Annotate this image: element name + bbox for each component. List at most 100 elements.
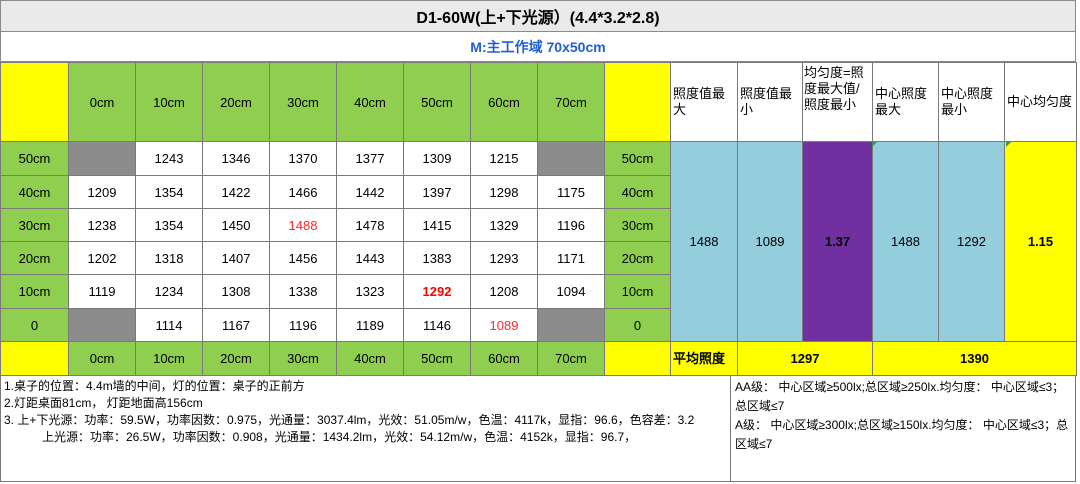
data-cell[interactable]: 1309	[403, 141, 471, 176]
data-cell[interactable]: 1146	[403, 308, 471, 342]
data-cell[interactable]: 1234	[135, 274, 203, 309]
data-cell[interactable]: 1094	[537, 274, 605, 309]
row-header-right[interactable]: 40cm	[604, 175, 671, 209]
data-cell[interactable]: 1323	[336, 274, 404, 309]
col-header[interactable]: 30cm	[269, 62, 337, 142]
notes-right[interactable]: AA级： 中心区域≥500lx;总区域≥250lx.均匀度： 中心区域≤3；总区…	[731, 376, 1076, 482]
data-cell[interactable]: 1202	[68, 241, 136, 275]
stat-header-center-min[interactable]: 中心照度最小	[938, 62, 1005, 142]
row-header-right[interactable]: 10cm	[604, 274, 671, 309]
data-cell-min-highlight[interactable]: 1089	[470, 308, 538, 342]
row-header[interactable]: 0	[0, 308, 69, 342]
stat-header-uniformity[interactable]: 均匀度=照度最大值/照度最小	[802, 62, 873, 142]
corner-cell[interactable]	[604, 62, 671, 142]
row-header[interactable]: 40cm	[0, 175, 69, 209]
data-cell[interactable]: 1243	[135, 141, 203, 176]
data-cell[interactable]: 1407	[202, 241, 270, 275]
data-cell[interactable]: 1456	[269, 241, 337, 275]
col-header[interactable]: 60cm	[470, 62, 538, 142]
data-cell[interactable]: 1238	[68, 208, 136, 242]
row-header[interactable]: 50cm	[0, 141, 69, 176]
data-cell[interactable]: 1215	[470, 141, 538, 176]
data-cell-empty[interactable]	[68, 141, 136, 176]
col-footer[interactable]: 40cm	[336, 341, 404, 376]
col-footer[interactable]: 20cm	[202, 341, 270, 376]
data-cell[interactable]: 1293	[470, 241, 538, 275]
data-cell[interactable]: 1377	[336, 141, 404, 176]
col-header[interactable]: 0cm	[68, 62, 136, 142]
row-header[interactable]: 10cm	[0, 274, 69, 309]
average-label[interactable]: 平均照度	[670, 341, 738, 376]
data-cell[interactable]: 1370	[269, 141, 337, 176]
col-footer[interactable]: 60cm	[470, 341, 538, 376]
data-cell-empty[interactable]	[537, 308, 605, 342]
data-cell[interactable]: 1209	[68, 175, 136, 209]
data-cell[interactable]: 1329	[470, 208, 538, 242]
data-cell-empty[interactable]	[68, 308, 136, 342]
stat-center-max-value[interactable]: 1488	[872, 141, 939, 342]
data-cell[interactable]: 1346	[202, 141, 270, 176]
data-cell[interactable]: 1354	[135, 175, 203, 209]
data-cell[interactable]: 1422	[202, 175, 270, 209]
col-header[interactable]: 70cm	[537, 62, 605, 142]
average-center-value[interactable]: 1390	[872, 341, 1077, 376]
data-cell[interactable]: 1354	[135, 208, 203, 242]
data-cell[interactable]: 1196	[269, 308, 337, 342]
data-cell[interactable]: 1443	[336, 241, 404, 275]
notes-left[interactable]: 1.桌子的位置：4.4m墙的中间，灯的位置：桌子的正前方 2.灯距桌面81cm，…	[0, 376, 731, 482]
data-cell[interactable]: 1318	[135, 241, 203, 275]
row-header-right[interactable]: 30cm	[604, 208, 671, 242]
data-cell[interactable]: 1397	[403, 175, 471, 209]
data-cell[interactable]: 1196	[537, 208, 605, 242]
row-header-right[interactable]: 20cm	[604, 241, 671, 275]
data-cell[interactable]: 1415	[403, 208, 471, 242]
corner-cell[interactable]	[0, 62, 69, 142]
grade-a-note: A级： 中心区域≥300lx;总区域≥150lx.均匀度： 中心区域≤3；总区域…	[735, 418, 1069, 451]
row-header-right[interactable]: 50cm	[604, 141, 671, 176]
stat-center-min-value[interactable]: 1292	[938, 141, 1005, 342]
data-cell[interactable]: 1442	[336, 175, 404, 209]
row-header[interactable]: 30cm	[0, 208, 69, 242]
note-line: 1.桌子的位置：4.4m墙的中间，灯的位置：桌子的正前方	[4, 379, 305, 393]
data-cell[interactable]: 1208	[470, 274, 538, 309]
stat-header-center-uniformity[interactable]: 中心均匀度	[1004, 62, 1077, 142]
stat-header-center-max[interactable]: 中心照度最大	[872, 62, 939, 142]
row-header[interactable]: 20cm	[0, 241, 69, 275]
data-cell[interactable]: 1383	[403, 241, 471, 275]
col-footer[interactable]: 50cm	[403, 341, 471, 376]
data-cell[interactable]: 1478	[336, 208, 404, 242]
data-cell-center-min-highlight[interactable]: 1292	[403, 274, 471, 309]
stat-header-max[interactable]: 照度值最大	[670, 62, 738, 142]
average-all-value[interactable]: 1297	[737, 341, 873, 376]
col-footer[interactable]: 70cm	[537, 341, 605, 376]
col-header[interactable]: 40cm	[336, 62, 404, 142]
data-cell[interactable]: 1308	[202, 274, 270, 309]
stat-max-value[interactable]: 1488	[670, 141, 738, 342]
corner-cell[interactable]	[0, 341, 69, 376]
col-footer[interactable]: 30cm	[269, 341, 337, 376]
data-cell[interactable]: 1119	[68, 274, 136, 309]
data-cell[interactable]: 1298	[470, 175, 538, 209]
row-header-right[interactable]: 0	[604, 308, 671, 342]
col-header[interactable]: 10cm	[135, 62, 203, 142]
data-cell[interactable]: 1466	[269, 175, 337, 209]
data-cell[interactable]: 1450	[202, 208, 270, 242]
col-header[interactable]: 50cm	[403, 62, 471, 142]
data-cell[interactable]: 1167	[202, 308, 270, 342]
data-cell[interactable]: 1114	[135, 308, 203, 342]
data-cell-empty[interactable]	[537, 141, 605, 176]
data-cell[interactable]: 1171	[537, 241, 605, 275]
stat-header-min[interactable]: 照度值最小	[737, 62, 803, 142]
col-footer[interactable]: 10cm	[135, 341, 203, 376]
data-cell[interactable]: 1175	[537, 175, 605, 209]
corner-cell[interactable]	[604, 341, 671, 376]
stat-center-uniformity-value[interactable]: 1.15	[1004, 141, 1077, 342]
note-line: 上光源：功率：26.5W，功率因数：0.908，光通量：1434.2lm，光效：…	[42, 430, 637, 444]
stat-uniformity-value[interactable]: 1.37	[802, 141, 873, 342]
col-footer[interactable]: 0cm	[68, 341, 136, 376]
data-cell[interactable]: 1189	[336, 308, 404, 342]
stat-min-value[interactable]: 1089	[737, 141, 803, 342]
data-cell-max-highlight[interactable]: 1488	[269, 208, 337, 242]
data-cell[interactable]: 1338	[269, 274, 337, 309]
col-header[interactable]: 20cm	[202, 62, 270, 142]
